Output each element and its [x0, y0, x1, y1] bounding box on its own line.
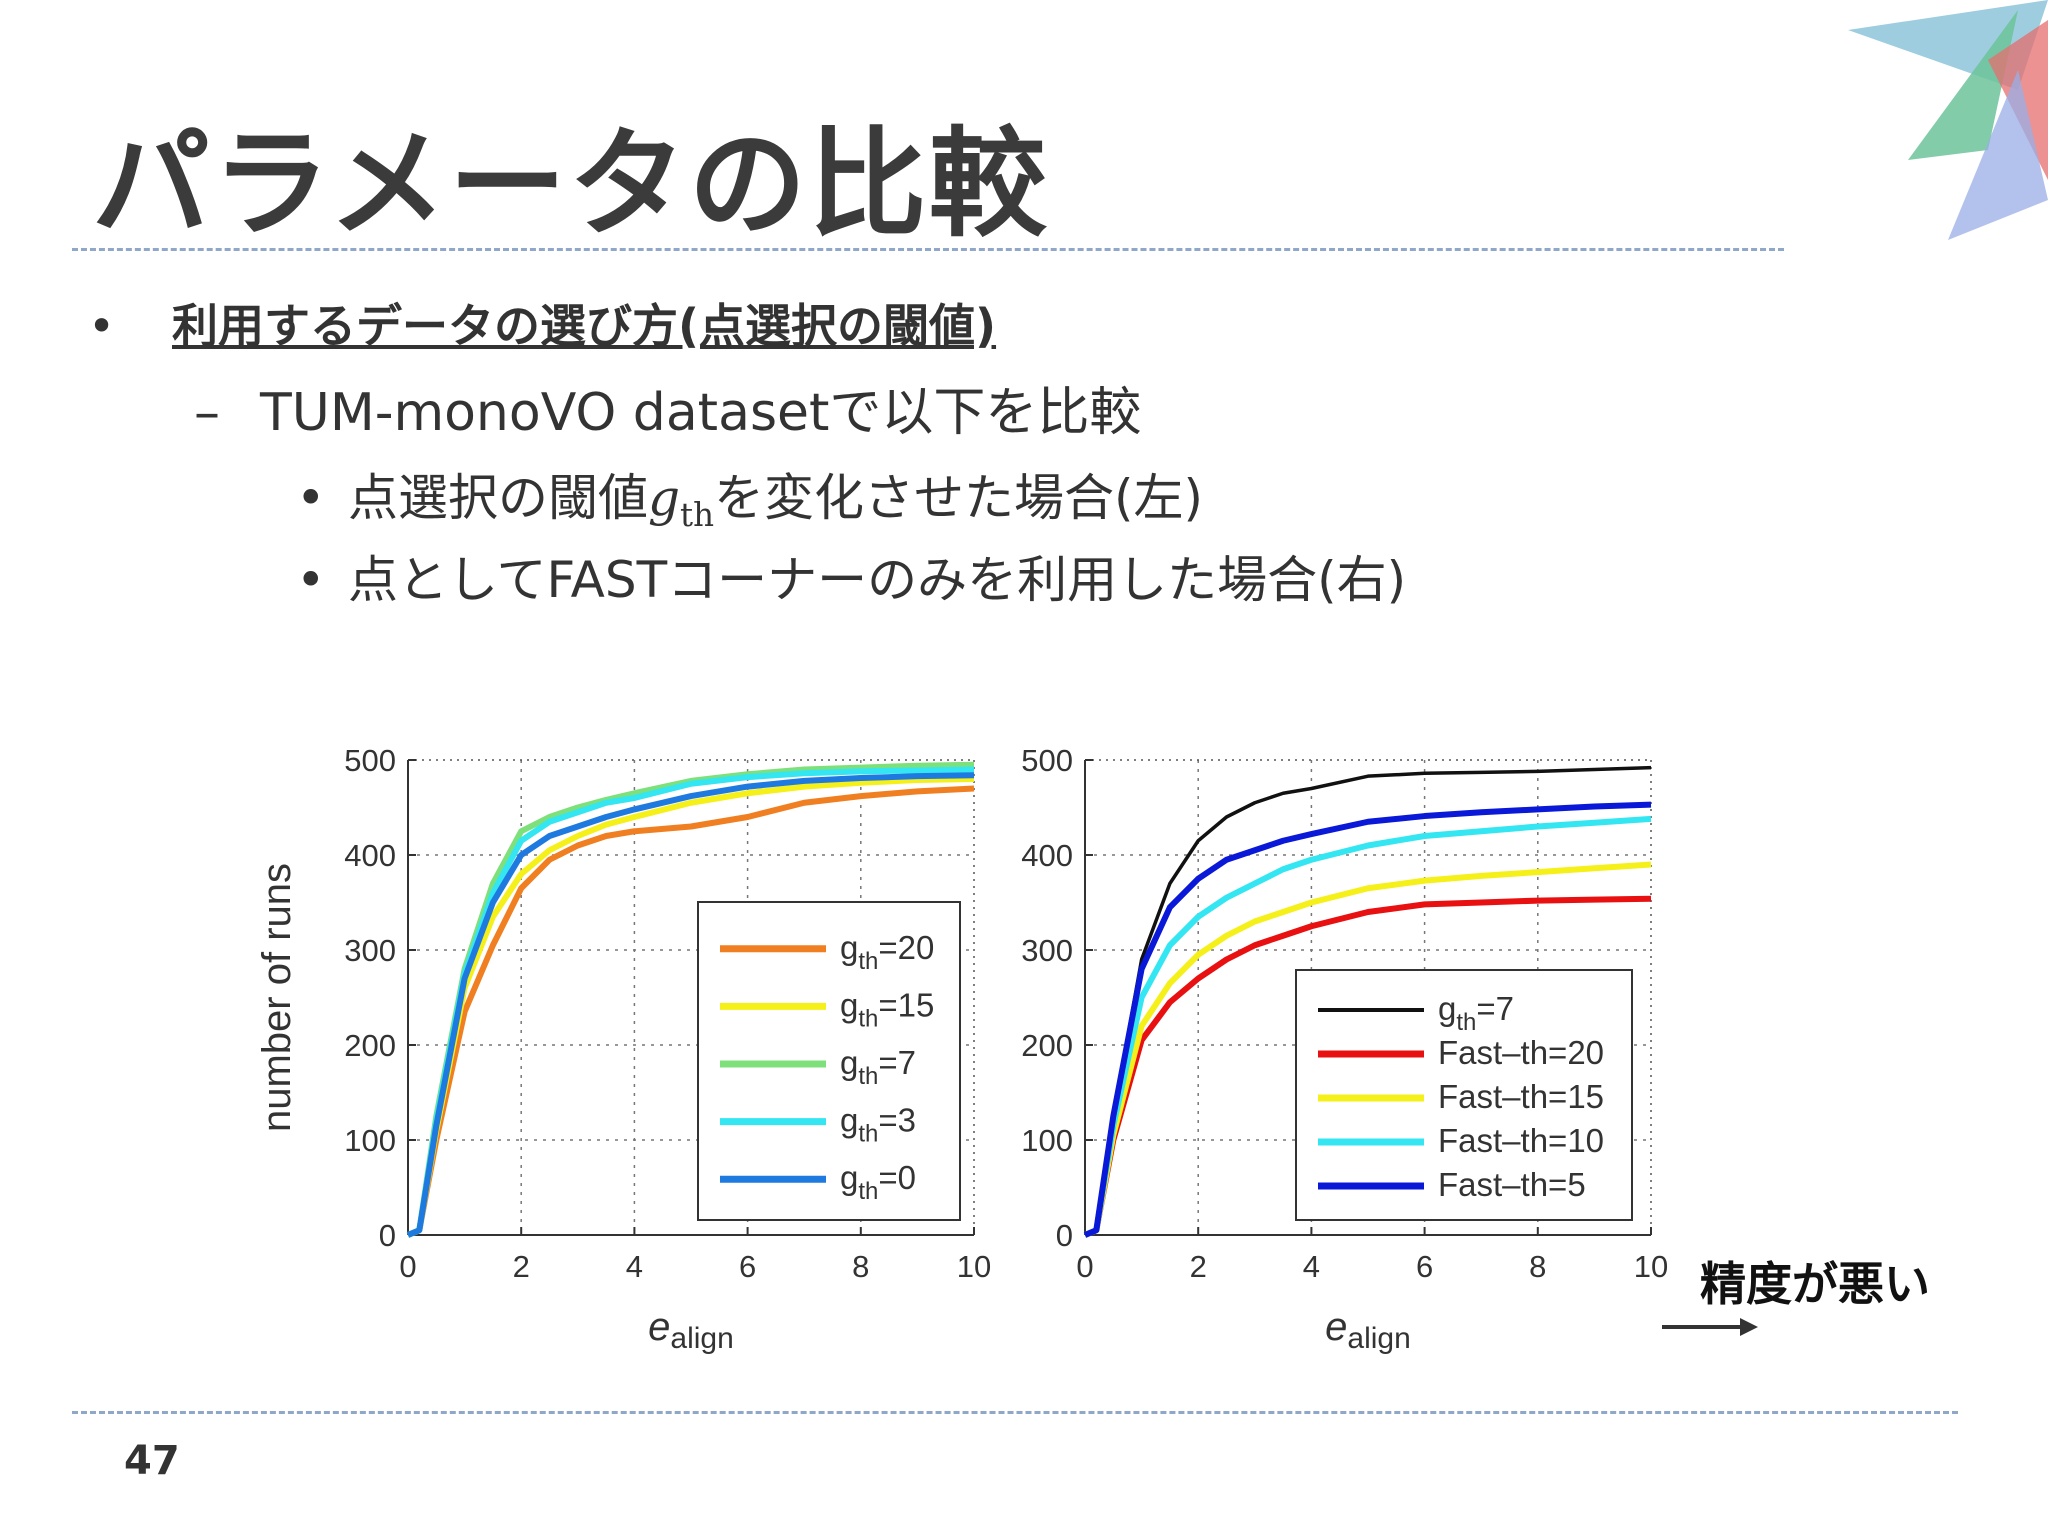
x-tick-label: 8 — [852, 1249, 869, 1284]
legend-label-sub: th — [858, 1063, 878, 1090]
bullet-level3-fast: • 点としてFASTコーナーのみを利用した場合(右) — [296, 540, 1406, 612]
legend-label-var: g — [840, 1159, 858, 1196]
y-tick-label: 300 — [344, 933, 396, 968]
legend-label: Fast–th=15 — [1438, 1078, 1604, 1115]
accuracy-note: 精度が悪い — [1700, 1257, 1930, 1311]
corner-decoration — [1848, 0, 2048, 240]
slide-title: パラメータの比較 — [92, 115, 1049, 253]
y-tick-label: 500 — [1021, 743, 1073, 778]
y-tick-label: 300 — [1021, 933, 1073, 968]
bullet-text: 点としてFASTコーナーのみを利用した場合(右) — [348, 551, 1407, 609]
y-tick-label: 400 — [344, 838, 396, 873]
bullet-text-before: 点選択の閾値 — [348, 469, 648, 527]
x-tick-label: 0 — [399, 1249, 416, 1284]
legend-label-suffix: =0 — [878, 1159, 916, 1196]
x-tick-label: 10 — [1634, 1249, 1668, 1284]
legend-label: gth=3 — [840, 1102, 916, 1148]
x-axis-label-var: e — [1325, 1305, 1347, 1349]
math-var: g — [648, 469, 681, 527]
legend-label: gth=0 — [840, 1159, 916, 1205]
math-sub: th — [680, 496, 715, 534]
bullet-text-after: を変化させた場合(左) — [714, 469, 1204, 527]
bullet-text: TUM-monoVO datasetで以下を比較 — [260, 383, 1142, 443]
bullet-mark: – — [194, 383, 220, 443]
legend-label-var: g — [840, 1102, 858, 1139]
legend-label: Fast–th=10 — [1438, 1122, 1604, 1159]
legend-label-sub: th — [858, 1178, 878, 1205]
legend-label: gth=20 — [840, 929, 934, 975]
bullet-level1: • 利用するデータの選び方(点選択の閾値) — [88, 290, 996, 356]
y-tick-label: 100 — [344, 1123, 396, 1158]
y-tick-label: 400 — [1021, 838, 1073, 873]
x-tick-label: 6 — [1416, 1249, 1433, 1284]
legend-label: Fast–th=20 — [1438, 1034, 1604, 1071]
x-axis-label-sub: align — [1347, 1322, 1410, 1355]
legend-label-var: g — [840, 986, 858, 1023]
x-axis-label-var: e — [648, 1305, 670, 1349]
bullet-mark: • — [296, 469, 326, 527]
legend-label: Fast–th=5 — [1438, 1166, 1586, 1203]
legend-label-suffix: =15 — [878, 986, 934, 1023]
x-axis-label: ealign — [1325, 1305, 1411, 1355]
y-tick-label: 200 — [344, 1028, 396, 1063]
legend-label-text: Fast–th=20 — [1438, 1034, 1604, 1071]
chart-right: 0 2 4 6 8 100100200300400500ealigngth=7Fast–t… — [1021, 743, 1668, 1355]
y-tick-label: 100 — [1021, 1123, 1073, 1158]
x-tick-label: 8 — [1529, 1249, 1546, 1284]
series-line-0 — [406, 785, 975, 1238]
legend-label-suffix: =7 — [878, 1044, 916, 1081]
legend-label-sub: th — [858, 1121, 878, 1148]
y-axis-label: number of runs — [255, 863, 299, 1132]
bullet-level3-threshold: • 点選択の閾値gthを変化させた場合(左) — [296, 458, 1203, 534]
y-tick-label: 200 — [1021, 1028, 1073, 1063]
y-tick-label: 500 — [344, 743, 396, 778]
series-line-2 — [1083, 861, 1652, 1238]
x-axis-label: ealign — [648, 1305, 734, 1355]
legend-label-text: Fast–th=5 — [1438, 1166, 1586, 1203]
page-number: 47 — [124, 1438, 180, 1484]
math-gth: gth — [648, 469, 714, 534]
legend-label: gth=7 — [1438, 990, 1514, 1036]
x-tick-label: 4 — [626, 1249, 643, 1284]
bullet-mark: • — [296, 551, 326, 609]
y-tick-label: 0 — [379, 1218, 396, 1253]
legend-label-text: Fast–th=10 — [1438, 1122, 1604, 1159]
legend-label-var: g — [840, 929, 858, 966]
legend-label-sub: th — [1456, 1009, 1476, 1036]
x-tick-label: 4 — [1303, 1249, 1320, 1284]
legend-label-sub: th — [858, 1005, 878, 1032]
legend-label-var: g — [1438, 990, 1456, 1027]
y-tick-label: 0 — [1056, 1218, 1073, 1253]
bullet-text: 利用するデータの選び方(点選択の閾値) — [172, 299, 997, 353]
legend-label: gth=7 — [840, 1044, 916, 1090]
legend-label-suffix: =7 — [1476, 990, 1514, 1027]
x-tick-label: 2 — [513, 1249, 530, 1284]
x-tick-label: 6 — [739, 1249, 756, 1284]
legend-label-sub: th — [858, 948, 878, 975]
legend-label-var: g — [840, 1044, 858, 1081]
legend-label: gth=15 — [840, 986, 934, 1032]
legend-label-text: Fast–th=15 — [1438, 1078, 1604, 1115]
legend-label-suffix: =3 — [878, 1102, 916, 1139]
x-axis-label-sub: align — [670, 1322, 733, 1355]
x-tick-label: 2 — [1190, 1249, 1207, 1284]
right-arrow-icon — [1662, 1318, 1758, 1336]
footer-divider — [72, 1411, 1958, 1414]
x-tick-label: 10 — [957, 1249, 991, 1284]
bullet-mark: • — [88, 299, 116, 353]
title-divider — [72, 248, 1784, 251]
series-line-4 — [1083, 801, 1652, 1238]
series-line-4 — [406, 772, 975, 1238]
x-tick-label: 0 — [1076, 1249, 1093, 1284]
bullet-level2: – TUM-monoVO datasetで以下を比較 — [194, 370, 1141, 445]
legend-label-suffix: =20 — [878, 929, 934, 966]
series-line-3 — [1083, 815, 1652, 1238]
